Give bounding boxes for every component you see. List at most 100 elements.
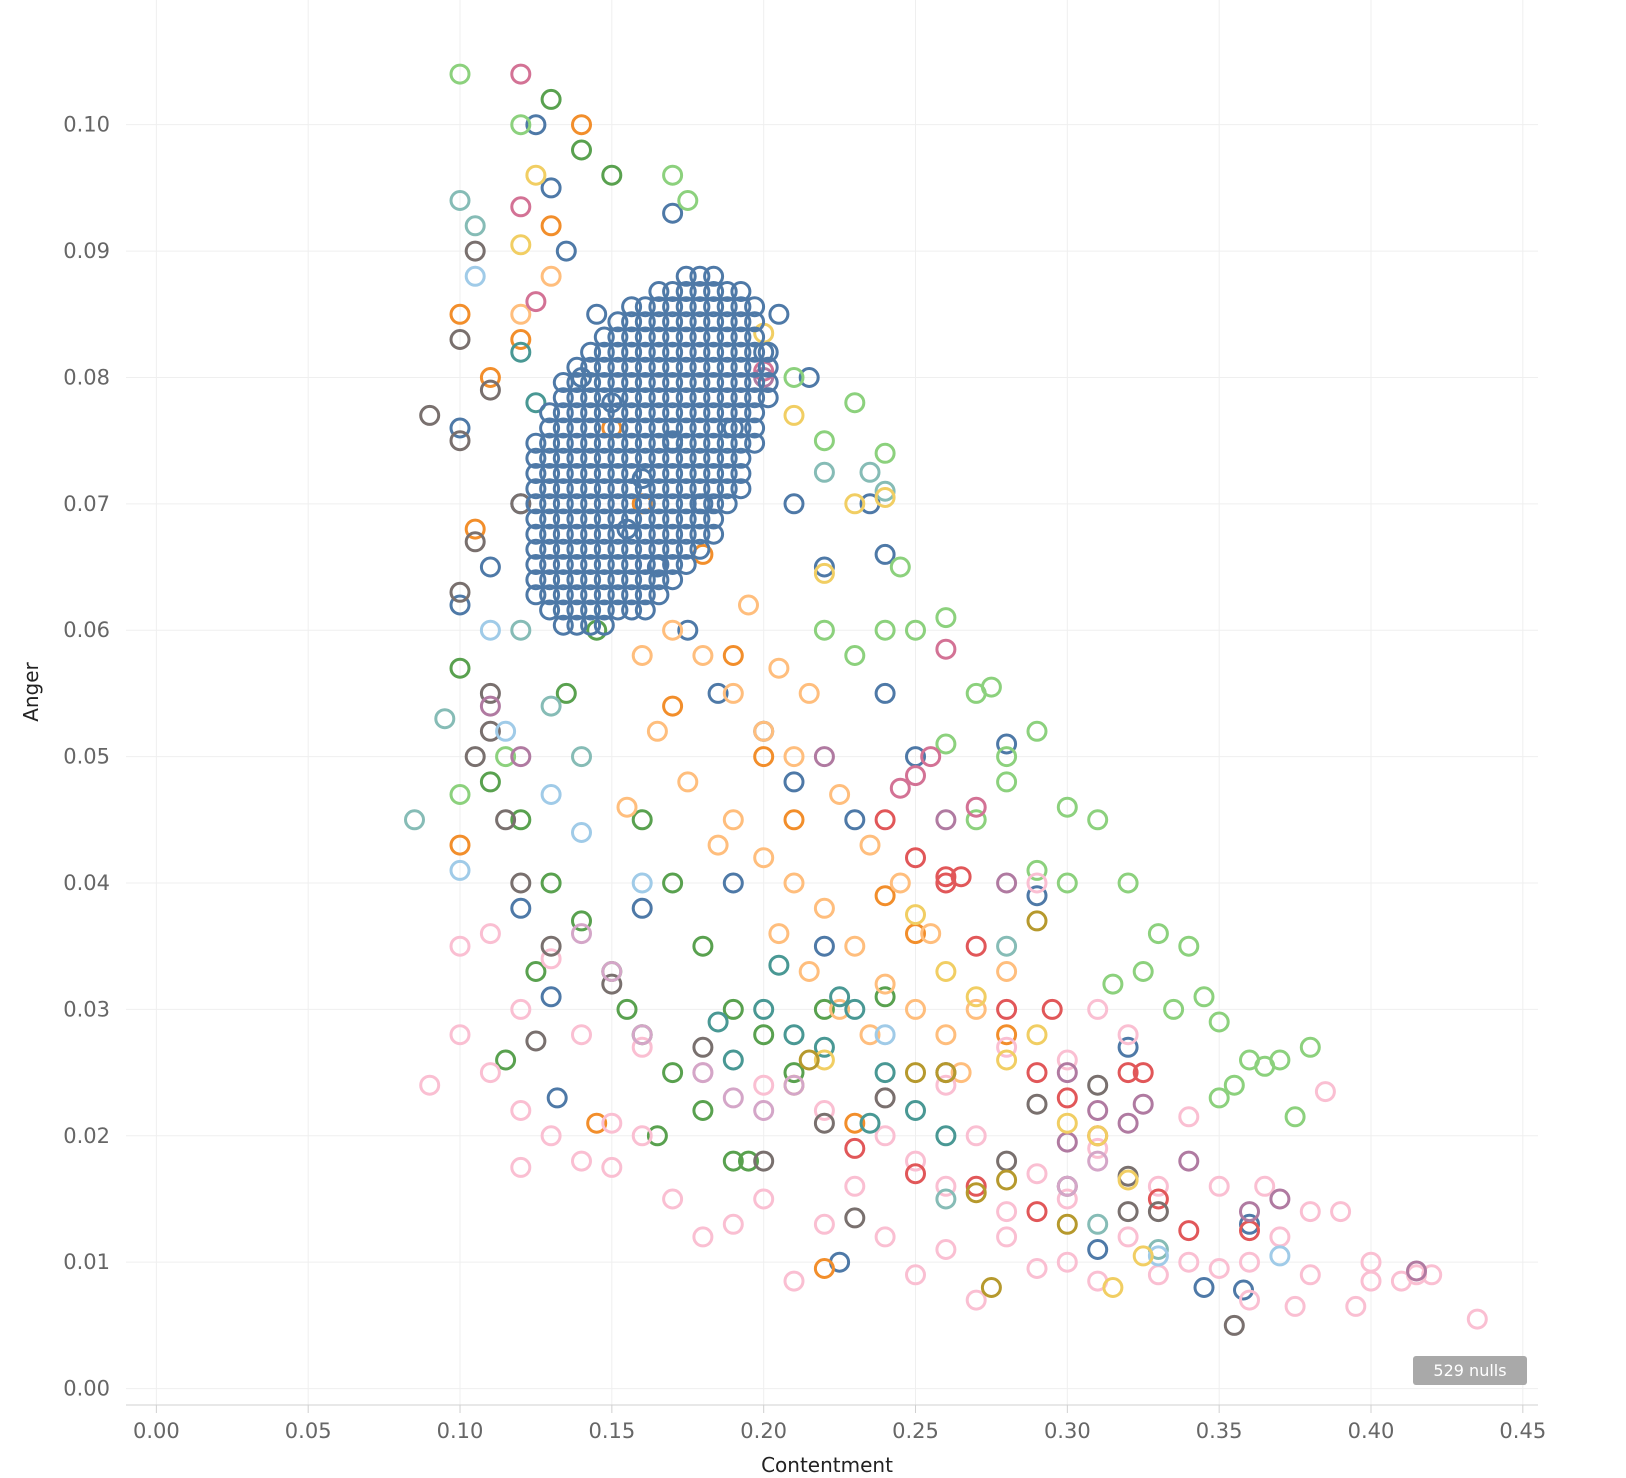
scatter-point[interactable] <box>716 326 738 348</box>
scatter-point[interactable] <box>540 177 562 199</box>
nulls-badge[interactable]: 529 nulls <box>1413 1356 1527 1385</box>
scatter-point[interactable] <box>675 372 697 393</box>
scatter-point[interactable] <box>859 1112 881 1134</box>
scatter-point[interactable] <box>510 1100 532 1121</box>
scatter-point[interactable] <box>965 809 987 831</box>
scatter-point[interactable] <box>675 554 697 575</box>
scatter-point[interactable] <box>552 584 574 606</box>
scatter-point[interactable] <box>634 432 656 454</box>
scatter-point[interactable] <box>757 356 779 378</box>
scatter-point[interactable] <box>813 562 835 584</box>
scatter-point[interactable] <box>525 463 547 484</box>
scatter-point[interactable] <box>689 281 711 302</box>
scatter-point[interactable] <box>707 682 729 704</box>
scatter-point[interactable] <box>539 447 561 469</box>
scatter-point[interactable] <box>965 998 987 1020</box>
scatter-point[interactable] <box>689 493 711 515</box>
scatter-point[interactable] <box>552 508 574 530</box>
scatter-point[interactable] <box>419 404 441 426</box>
scatter-point[interactable] <box>621 538 643 560</box>
scatter-point[interactable] <box>753 746 775 768</box>
scatter-point[interactable] <box>479 379 501 401</box>
scatter-point[interactable] <box>648 554 670 575</box>
scatter-point[interactable] <box>1208 1175 1230 1197</box>
scatter-point[interactable] <box>703 493 725 515</box>
scatter-point[interactable] <box>449 581 471 603</box>
scatter-point[interactable] <box>675 387 697 409</box>
scatter-point[interactable] <box>1026 885 1048 907</box>
scatter-point[interactable] <box>874 543 896 565</box>
scatter-point[interactable] <box>525 554 547 575</box>
scatter-point[interactable] <box>783 746 805 768</box>
scatter-point[interactable] <box>1056 1188 1078 1210</box>
scatter-point[interactable] <box>844 935 866 957</box>
scatter-point[interactable] <box>874 885 896 907</box>
scatter-point[interactable] <box>552 417 574 439</box>
scatter-point[interactable] <box>546 1087 568 1109</box>
scatter-point[interactable] <box>540 935 562 957</box>
scatter-point[interactable] <box>593 356 615 378</box>
scatter-point[interactable] <box>580 417 602 439</box>
scatter-point[interactable] <box>935 1024 957 1046</box>
scatter-point[interactable] <box>540 986 562 1008</box>
scatter-point[interactable] <box>844 1207 866 1229</box>
scatter-point[interactable] <box>965 1125 987 1147</box>
scatter-point[interactable] <box>689 463 711 484</box>
scatter-point[interactable] <box>783 872 805 894</box>
scatter-point[interactable] <box>744 417 766 439</box>
scatter-point[interactable] <box>634 478 656 500</box>
scatter-point[interactable] <box>634 463 656 484</box>
scatter-point[interactable] <box>539 508 561 530</box>
scatter-point[interactable] <box>662 387 684 409</box>
scatter-point[interactable] <box>566 493 588 515</box>
scatter-point[interactable] <box>703 463 725 484</box>
scatter-point[interactable] <box>965 1289 987 1311</box>
scatter-point[interactable] <box>1208 1087 1230 1109</box>
scatter-point[interactable] <box>566 447 588 469</box>
scatter-point[interactable] <box>1147 1201 1169 1223</box>
scatter-point[interactable] <box>757 341 779 363</box>
scatter-point[interactable] <box>662 281 684 302</box>
scatter-point[interactable] <box>874 986 896 1008</box>
scatter-point[interactable] <box>662 296 684 318</box>
scatter-point[interactable] <box>662 447 684 469</box>
scatter-point[interactable] <box>1132 1245 1154 1267</box>
scatter-point[interactable] <box>607 599 629 621</box>
scatter-point[interactable] <box>525 114 547 136</box>
scatter-point[interactable] <box>621 447 643 469</box>
scatter-point[interactable] <box>753 998 775 1020</box>
scatter-point[interactable] <box>1208 1011 1230 1033</box>
scatter-point[interactable] <box>552 387 574 409</box>
scatter-point[interactable] <box>593 326 615 348</box>
scatter-point[interactable] <box>566 372 588 393</box>
scatter-point[interactable] <box>722 682 744 704</box>
scatter-point[interactable] <box>1117 1226 1139 1248</box>
scatter-point[interactable] <box>1254 1175 1276 1197</box>
scatter-point[interactable] <box>859 834 881 856</box>
scatter-point[interactable] <box>677 190 699 211</box>
scatter-point[interactable] <box>525 432 547 454</box>
scatter-point[interactable] <box>634 508 656 530</box>
scatter-point[interactable] <box>1056 1251 1078 1273</box>
scatter-point[interactable] <box>634 523 656 545</box>
scatter-point[interactable] <box>689 311 711 333</box>
scatter-point[interactable] <box>753 1074 775 1096</box>
scatter-point[interactable] <box>744 341 766 363</box>
scatter-point[interactable] <box>744 432 766 454</box>
scatter-point[interactable] <box>539 432 561 454</box>
scatter-point[interactable] <box>996 746 1018 768</box>
nulls-badge-label[interactable]: 529 nulls <box>1433 1361 1506 1380</box>
scatter-point[interactable] <box>525 164 547 186</box>
scatter-point[interactable] <box>621 356 643 378</box>
scatter-point[interactable] <box>707 1011 729 1033</box>
scatter-point[interactable] <box>593 387 615 409</box>
scatter-point[interactable] <box>580 569 602 591</box>
scatter-point[interactable] <box>634 326 656 348</box>
scatter-point[interactable] <box>716 296 738 318</box>
scatter-point[interactable] <box>593 463 615 484</box>
scatter-point[interactable] <box>540 695 562 717</box>
scatter-point[interactable] <box>434 708 456 730</box>
scatter-point[interactable] <box>874 442 896 464</box>
scatter-point[interactable] <box>662 493 684 515</box>
scatter-point[interactable] <box>449 430 471 452</box>
